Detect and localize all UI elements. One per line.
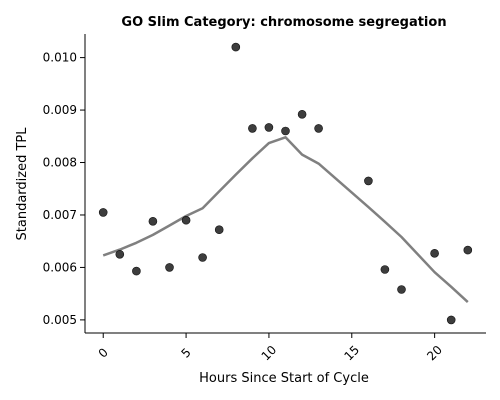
- data-point: [248, 124, 257, 133]
- y-tick-label: 0.006: [43, 260, 77, 274]
- x-tick-label: 10: [259, 343, 280, 364]
- trend-line: [102, 136, 469, 304]
- y-tick-label: 0.010: [43, 51, 77, 65]
- y-tick-label: 0.007: [43, 208, 77, 222]
- data-point: [115, 250, 125, 259]
- trend-layer: [102, 136, 469, 304]
- x-tick-label: 15: [341, 343, 362, 364]
- x-tick-label: 0: [96, 345, 111, 360]
- points-layer: [98, 42, 473, 325]
- ticks-layer: 0 5 10 15 20 0.005 0.006 0.007 0.008 0.009 0.010: [43, 51, 445, 364]
- y-tick-label: 0.009: [43, 103, 77, 117]
- data-point: [181, 215, 191, 225]
- data-point: [380, 265, 390, 274]
- data-point: [148, 217, 158, 226]
- data-point: [231, 42, 241, 52]
- data-point: [281, 126, 290, 136]
- data-point: [165, 263, 174, 272]
- data-point: [198, 253, 207, 262]
- data-point: [264, 123, 274, 132]
- data-point: [132, 266, 141, 276]
- data-point: [364, 176, 373, 186]
- x-axis-label: Hours Since Start of Cycle: [199, 371, 369, 386]
- y-tick-label: 0.008: [43, 156, 77, 170]
- data-point: [430, 249, 439, 258]
- data-point: [314, 124, 323, 133]
- x-tick-label: 5: [178, 345, 193, 360]
- data-point: [397, 285, 406, 294]
- data-point: [463, 245, 473, 255]
- data-point: [214, 225, 224, 234]
- y-tick-label: 0.005: [43, 313, 77, 327]
- data-point: [98, 208, 108, 217]
- chart-title: GO Slim Category: chromosome segregation: [121, 15, 446, 30]
- y-axis-label: Standardized TPL: [15, 127, 30, 241]
- x-tick-label: 20: [424, 343, 445, 364]
- data-point: [446, 315, 456, 325]
- data-point: [297, 110, 307, 119]
